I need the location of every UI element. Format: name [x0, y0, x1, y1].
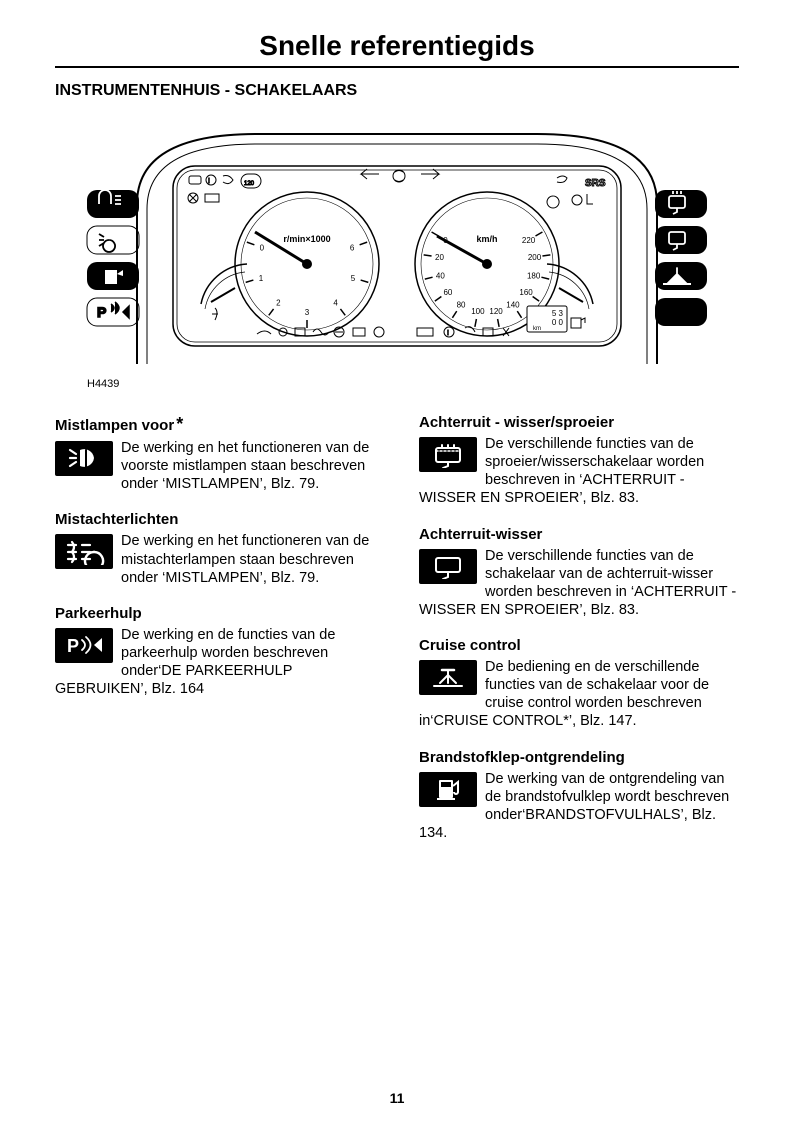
- svg-text:6: 6: [350, 244, 355, 253]
- entry-title: Mistlampen voor*: [55, 414, 375, 435]
- cruise-icon: [419, 660, 477, 695]
- entry-title-text: Mistachterlichten: [55, 511, 178, 528]
- svg-text:!: !: [208, 178, 210, 185]
- svg-text:80: 80: [457, 300, 466, 309]
- entry-body: De werking en het functioneren van de mi…: [55, 532, 375, 586]
- svg-text:SRS: SRS: [585, 178, 606, 189]
- svg-text:km: km: [533, 326, 541, 332]
- entry-title-text: Achterruit-wisser: [419, 526, 542, 543]
- entry-title: Mistachterlichten: [55, 511, 375, 528]
- entry-title-text: Cruise control: [419, 637, 521, 654]
- svg-text:180: 180: [527, 271, 541, 280]
- content-columns: Mistlampen voor* De werking en het funct…: [55, 414, 739, 860]
- page-number: 11: [0, 1090, 794, 1106]
- svg-text:r/min×1000: r/min×1000: [283, 234, 330, 244]
- entry-title: Brandstofklep-ontgrendeling: [419, 749, 739, 766]
- svg-text:20: 20: [435, 253, 444, 262]
- svg-text:120: 120: [489, 307, 503, 316]
- entry-body: De werking en het functioneren van de vo…: [55, 439, 375, 493]
- fog-front-icon: [55, 441, 113, 476]
- svg-text:140: 140: [506, 300, 520, 309]
- instrument-cluster-figure: P: [55, 114, 739, 374]
- svg-text:220: 220: [522, 236, 536, 245]
- rear-wash-icon: [419, 437, 477, 472]
- svg-text:0: 0: [260, 244, 265, 253]
- right_column-entry: Brandstofklep-ontgrendeling De werking v…: [419, 749, 739, 843]
- svg-text:2: 2: [276, 299, 281, 308]
- entry-title: Achterruit - wisser/sproeier: [419, 414, 739, 431]
- rear-wipe-icon: [419, 549, 477, 584]
- fuel-icon: [419, 772, 477, 807]
- park-assist-icon: P: [55, 628, 113, 663]
- svg-text:P: P: [97, 304, 106, 320]
- left_column-entry: Mistlampen voor* De werking en het funct…: [55, 414, 375, 493]
- right-column: Achterruit - wisser/sproeier De verschil…: [419, 414, 739, 860]
- svg-text:200: 200: [528, 253, 542, 262]
- svg-text:4: 4: [333, 299, 338, 308]
- entry-title-text: Mistlampen voor: [55, 417, 174, 434]
- entry-body: De verschillende functies van de schakel…: [419, 547, 739, 620]
- entry-title-text: Achterruit - wisser/sproeier: [419, 414, 614, 431]
- entry-body: P De werking en de functies van de parke…: [55, 626, 375, 699]
- svg-text:!: !: [447, 330, 449, 337]
- entry-body-text: De werking en het functioneren van de vo…: [121, 440, 369, 492]
- page-title: Snelle referentiegids: [55, 30, 739, 68]
- right_column-entry: Achterruit - wisser/sproeier De verschil…: [419, 414, 739, 508]
- svg-text:1: 1: [259, 274, 264, 283]
- svg-text:5 3: 5 3: [552, 309, 564, 318]
- svg-text:3: 3: [305, 308, 310, 317]
- entry-title: Achterruit-wisser: [419, 526, 739, 543]
- svg-text:km/h: km/h: [476, 234, 497, 244]
- entry-body: De bediening en de verschillende functie…: [419, 658, 739, 731]
- svg-text:100: 100: [471, 307, 485, 316]
- svg-text:60: 60: [443, 288, 452, 297]
- left-column: Mistlampen voor* De werking en het funct…: [55, 414, 375, 860]
- entry-body-text: De werking en het functioneren van de mi…: [121, 533, 369, 585]
- svg-text:0 0: 0 0: [552, 318, 564, 327]
- entry-title-text: Brandstofklep-ontgrendeling: [419, 749, 625, 766]
- entry-title: Cruise control: [419, 637, 739, 654]
- asterisk: *: [176, 414, 183, 435]
- entry-body: De werking van de ontgrendeling van de b…: [419, 770, 739, 843]
- left_column-entry: Mistachterlichten De werking en het func…: [55, 511, 375, 586]
- entry-body: De verschillende functies van de sproeie…: [419, 435, 739, 508]
- entry-title: Parkeerhulp: [55, 605, 375, 622]
- fog-rear-icon: [55, 534, 113, 569]
- section-heading: INSTRUMENTENHUIS - SCHAKELAARS: [55, 82, 739, 100]
- left_column-entry: Parkeerhulp P De werking en de functies …: [55, 605, 375, 699]
- svg-text:40: 40: [436, 271, 445, 280]
- svg-text:P: P: [67, 636, 79, 656]
- right_column-entry: Cruise control De bediening en de versch…: [419, 637, 739, 731]
- instrument-cluster-svg: P: [77, 114, 717, 374]
- svg-text:120: 120: [244, 181, 255, 187]
- right_column-entry: Achterruit-wisser De verschillende funct…: [419, 526, 739, 620]
- svg-text:160: 160: [519, 288, 533, 297]
- svg-text:5: 5: [351, 274, 356, 283]
- entry-title-text: Parkeerhulp: [55, 605, 142, 622]
- figure-label: H4439: [87, 378, 739, 390]
